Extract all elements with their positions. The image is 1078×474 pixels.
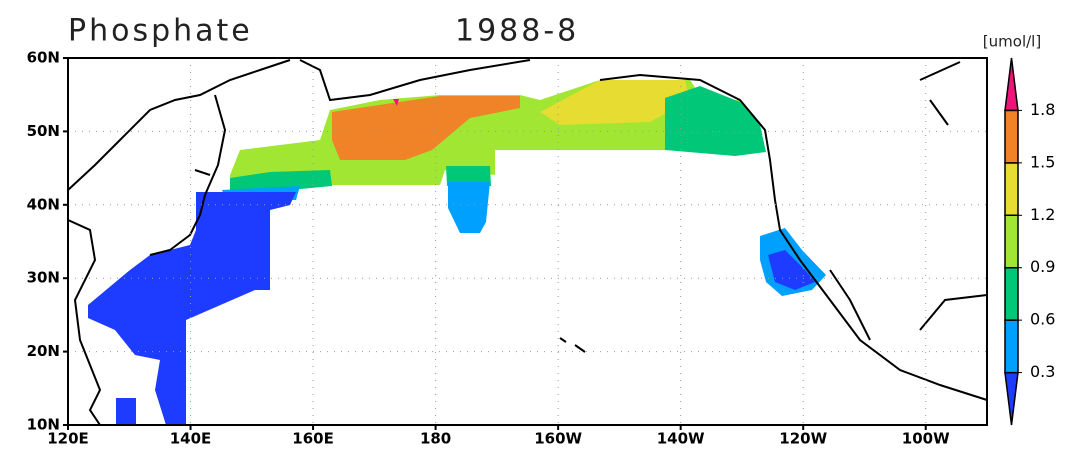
x-tick-label: 160W xyxy=(534,430,582,448)
contour-region xyxy=(116,398,136,425)
subtitle: 1988-8 xyxy=(455,14,579,49)
axes: 120E 140E 160E 180 160W 140W 120W 100W 10N 20N 30N… xyxy=(27,49,987,448)
colorbar-label: 1.8 xyxy=(1030,100,1055,119)
x-tick-label: 180 xyxy=(420,430,451,448)
x-tick-label: 100W xyxy=(902,430,950,448)
colorbar-label: 1.2 xyxy=(1030,205,1055,224)
colorbar-label: 0.6 xyxy=(1030,310,1055,329)
x-tick-label: 120E xyxy=(47,430,89,448)
colorbar-label: 0.9 xyxy=(1030,257,1055,276)
hawaii xyxy=(559,337,586,353)
y-tick-label: 40N xyxy=(27,195,60,213)
colorbar-swatch xyxy=(1004,371,1019,426)
colorbar-swatch xyxy=(1004,266,1019,321)
y-tick-label: 20N xyxy=(27,342,60,360)
plot-frame xyxy=(67,57,988,426)
contour-region xyxy=(540,80,690,125)
x-tick-label: 160E xyxy=(292,430,334,448)
colorbar-label: 0.3 xyxy=(1030,362,1055,381)
contour-region xyxy=(768,250,815,290)
field xyxy=(88,80,826,425)
colorbar: 0.3 0.6 0.9 1.2 1.5 1.8 xyxy=(1004,57,1055,426)
contour-region xyxy=(88,192,296,425)
y-tick-label: 10N xyxy=(27,416,60,434)
y-tick-label: 30N xyxy=(27,269,60,287)
title: Phosphate xyxy=(68,14,253,49)
contour-region xyxy=(665,86,766,156)
coastlines xyxy=(67,59,988,426)
colorbar-swatch xyxy=(1004,109,1019,164)
y-tick-label: 50N xyxy=(27,122,60,140)
colorbar-label: 1.5 xyxy=(1030,152,1055,171)
colorbar-swatch xyxy=(1004,57,1019,112)
japan xyxy=(149,94,227,256)
x-tick-label: 140W xyxy=(657,430,705,448)
north-america xyxy=(299,59,988,401)
colorbar-swatch xyxy=(1004,214,1019,269)
x-tick-label: 140E xyxy=(170,430,212,448)
y-tick-label: 60N xyxy=(27,49,60,67)
contour-region xyxy=(332,96,520,160)
colorbar-swatch xyxy=(1004,162,1019,217)
x-tick-label: 120W xyxy=(779,430,827,448)
units: [umol/l] xyxy=(983,33,1041,51)
asia-coast xyxy=(67,59,291,426)
contour-region xyxy=(393,99,399,106)
contour-region xyxy=(448,182,490,233)
contour-region xyxy=(446,166,491,186)
colorbar-swatch xyxy=(1004,319,1019,374)
